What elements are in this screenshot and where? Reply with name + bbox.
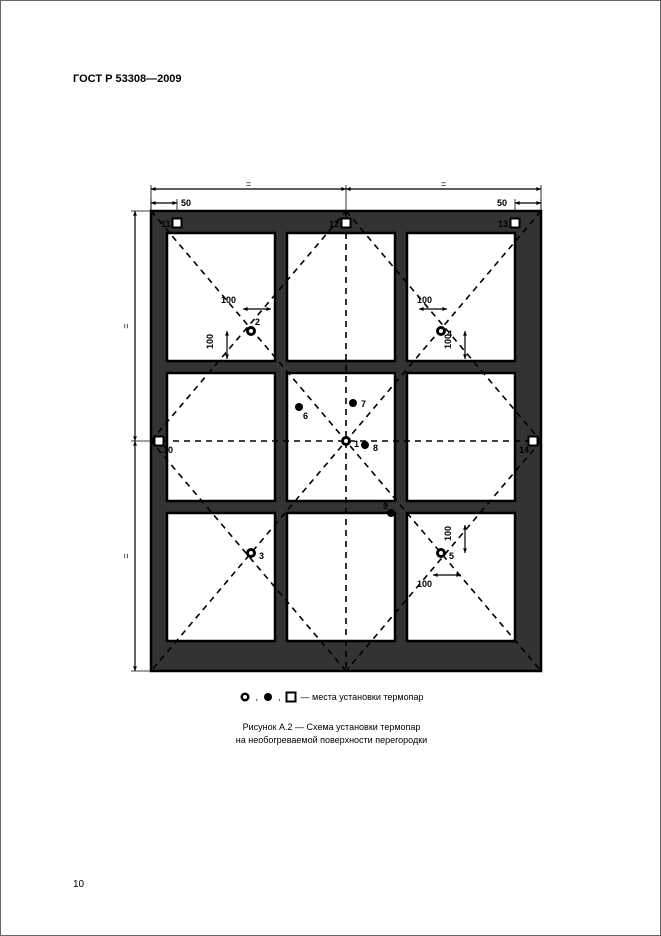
svg-text:100: 100 (443, 526, 453, 541)
svg-text:6: 6 (303, 411, 308, 421)
document-header: ГОСТ Р 53308—2009 (73, 73, 182, 85)
svg-text:9: 9 (383, 501, 388, 511)
caption-line-2: на необогреваемой поверхности перегородк… (1, 734, 661, 747)
dot-icon (262, 691, 274, 703)
svg-text:=: = (121, 323, 131, 328)
legend: , , — места установки термопар (1, 691, 661, 703)
svg-text:3: 3 (259, 551, 264, 561)
figure-caption: Рисунок А.2 — Схема установки термопар н… (1, 721, 661, 746)
svg-text:11: 11 (161, 219, 171, 229)
svg-text:14: 14 (519, 445, 529, 455)
svg-text:50: 50 (181, 198, 191, 208)
svg-text:100: 100 (417, 579, 432, 589)
svg-text:10: 10 (163, 445, 173, 455)
thermocouple-diagram: ==5050==10010010010010010012345678910111… (121, 181, 556, 701)
svg-text:1: 1 (354, 439, 359, 449)
svg-text:5: 5 (449, 551, 454, 561)
svg-text:4: 4 (447, 329, 452, 339)
svg-text:13: 13 (498, 219, 508, 229)
square-icon (285, 691, 297, 703)
svg-text:7: 7 (361, 399, 366, 409)
svg-text:=: = (121, 553, 131, 558)
svg-text:8: 8 (373, 443, 378, 453)
svg-text:100: 100 (417, 295, 432, 305)
page: ГОСТ Р 53308—2009 = = 50 50 = = 100 100 100 100 10… (0, 0, 661, 936)
page-number: 10 (73, 879, 84, 890)
svg-text:=: = (441, 181, 446, 189)
caption-line-1: Рисунок А.2 — Схема установки термопар (1, 721, 661, 734)
svg-text:2: 2 (255, 317, 260, 327)
svg-text:50: 50 (497, 198, 507, 208)
svg-text:100: 100 (221, 295, 236, 305)
svg-text:12: 12 (329, 219, 339, 229)
svg-text:=: = (246, 181, 251, 189)
ring-icon (239, 691, 251, 703)
legend-text: — места установки термопар (301, 692, 424, 702)
diagram-container: ==5050==10010010010010010012345678910111… (121, 181, 556, 671)
svg-text:100: 100 (205, 334, 215, 349)
